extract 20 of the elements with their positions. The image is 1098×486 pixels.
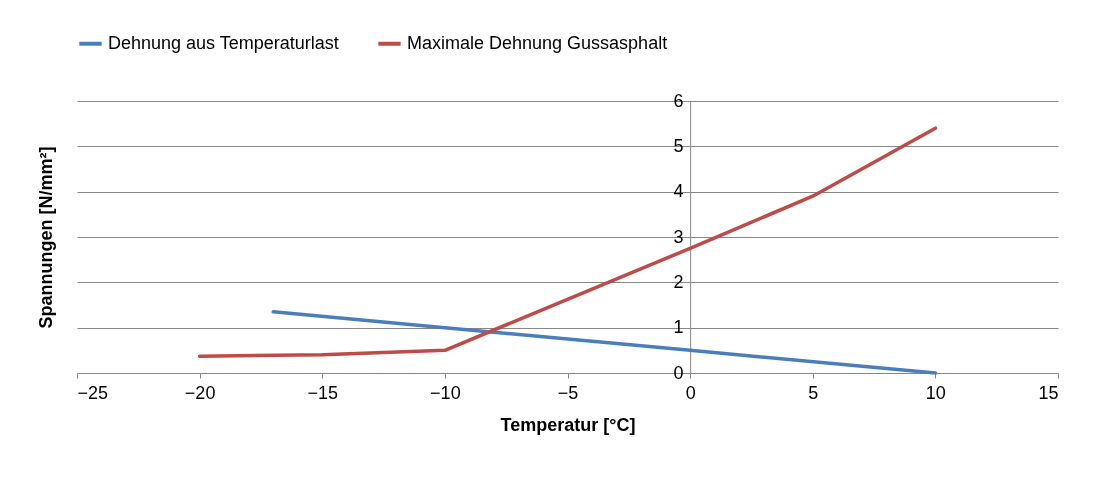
- y-tick-label: 6: [673, 90, 684, 111]
- y-tick-label: 0: [673, 362, 684, 383]
- y-tick-label: 4: [673, 181, 684, 202]
- y-axis-title: Spannungen [N/mm²]: [35, 146, 56, 329]
- x-tick-label: 5: [808, 382, 819, 403]
- x-tick-label: 10: [925, 382, 946, 403]
- y-tick-label: 3: [673, 226, 684, 247]
- legend-label: Dehnung aus Temperaturlast: [108, 32, 339, 53]
- legend-label: Maximale Dehnung Gussasphalt: [407, 32, 668, 53]
- x-tick-label: −10: [430, 382, 461, 403]
- y-tick-label: 1: [673, 317, 684, 338]
- x-tick-label: −20: [184, 382, 216, 403]
- x-axis-title: Temperatur [°C]: [500, 414, 636, 435]
- x-tick-label: −25: [77, 382, 109, 403]
- y-tick-label: 2: [673, 271, 684, 292]
- line-series: [197, 126, 938, 358]
- x-tick-label: −15: [307, 382, 339, 403]
- x-tick-label: −5: [557, 382, 579, 403]
- y-tick-label: 5: [673, 135, 684, 156]
- x-tick-label: 15: [1038, 382, 1059, 403]
